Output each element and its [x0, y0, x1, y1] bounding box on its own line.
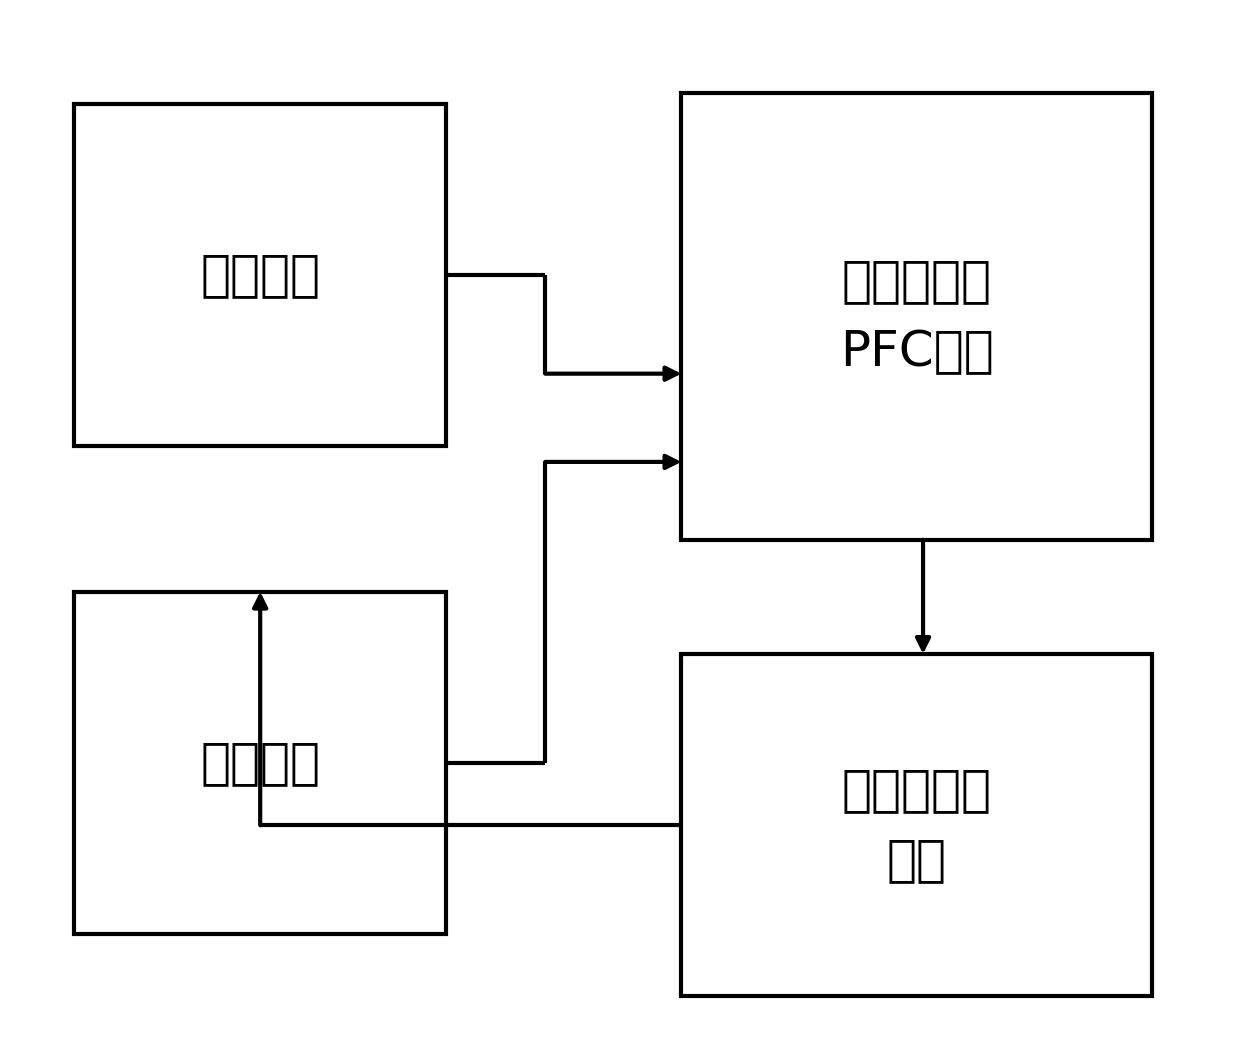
Bar	[74, 104, 446, 446]
Text: 输入单元: 输入单元	[201, 251, 320, 299]
Text: 控制单元: 控制单元	[201, 739, 320, 787]
Text: 三相维也纳
PFC单元: 三相维也纳 PFC单元	[840, 257, 994, 376]
Bar	[74, 592, 446, 934]
Bar	[681, 93, 1152, 540]
Bar	[681, 654, 1152, 996]
Text: 温度传感器
单元: 温度传感器 单元	[841, 766, 992, 884]
